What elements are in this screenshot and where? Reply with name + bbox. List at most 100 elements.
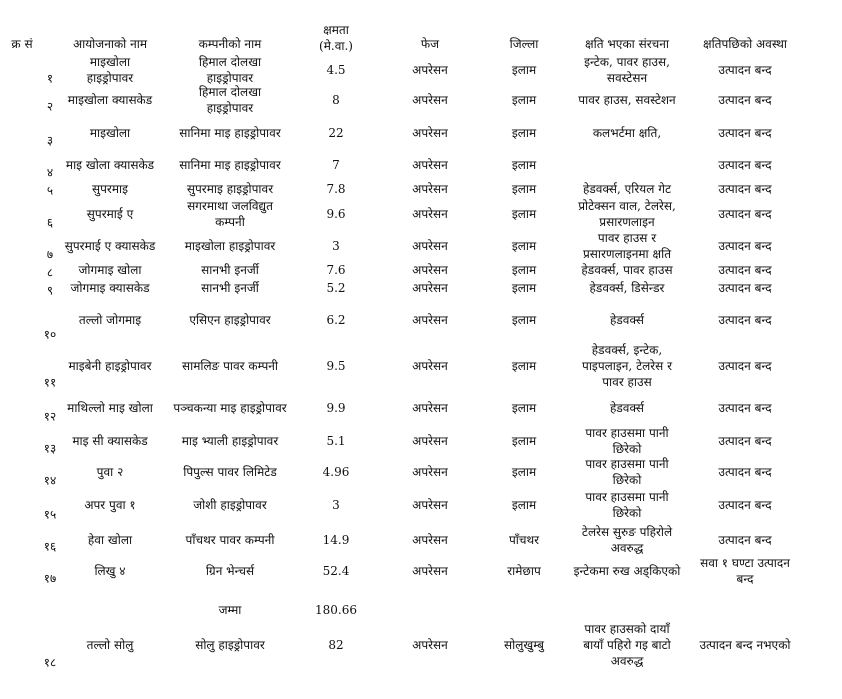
cell-district: रामेछाप (507, 564, 541, 578)
cell-company: सुपरमाइ हाइड्रोपावर (186, 182, 274, 196)
cell-project: माइखोला (89, 126, 131, 140)
cell-capacity: 3 (332, 239, 340, 253)
cell-district: इलाम (511, 93, 537, 107)
cell-district: इलाम (511, 465, 537, 479)
cell-status: उत्पादन बन्द (718, 313, 772, 327)
cell-status: उत्पादन बन्द (718, 401, 772, 415)
cell-company: पञ्चकन्या माइ हाइड्रोपावर (173, 401, 287, 415)
cell-company: माइखोला हाइड्रोपावर (184, 239, 276, 253)
cell-phase: अपरेसन (412, 434, 448, 448)
cell-company: सोलु हाइड्रोपावर (195, 638, 265, 652)
cell-project: पुवा २ (96, 465, 124, 479)
row-serial-number: १० (43, 327, 57, 342)
cell-status: उत्पादन बन्द (718, 207, 772, 221)
cell-capacity: 4.5 (326, 63, 346, 77)
cell-phase: अपरेसन (412, 207, 448, 221)
cell-company: एसिएन हाइड्रोपावर (189, 313, 271, 327)
header-project: आयोजनाको नाम (72, 37, 148, 51)
header-capacity: क्षमता (मे.वा.) (319, 23, 353, 53)
row-serial-number: १८ (43, 655, 57, 670)
row-serial-number: ११ (43, 375, 57, 390)
cell-damage: पावर हाउसमा पानी छिरेको (585, 457, 669, 487)
cell-district: इलाम (511, 359, 537, 373)
cell-district: इलाम (511, 126, 537, 140)
cell-status: उत्पादन बन्द (718, 281, 772, 295)
cell-capacity: 3 (332, 498, 340, 512)
cell-capacity: 82 (328, 638, 344, 652)
cell-project: माथिल्लो माइ खोला (67, 401, 153, 415)
cell-district: पाँचथर (508, 533, 540, 547)
row-serial-number: १६ (43, 539, 57, 554)
row-serial-number: १३ (43, 441, 57, 456)
cell-damage: पावर हाउस, सवस्टेशन (578, 93, 676, 107)
cell-capacity: 7 (332, 158, 340, 172)
cell-damage: पावर हाउसको दायाँ बायाँ पहिरो गइ बाटो अव… (583, 622, 671, 668)
cell-company: पाँचथर पावर कम्पनी (185, 533, 275, 547)
cell-damage: प्रोटेक्सन वाल, टेलरेस, प्रसारणलाइन (578, 199, 676, 229)
cell-damage: इन्टेकमा रुख अड्किएको (573, 564, 681, 578)
cell-project: तल्लो जोगमाइ (78, 313, 142, 327)
cell-project: लिखु ४ (94, 564, 126, 578)
cell-district: सोलुखुम्बु (504, 638, 544, 652)
cell-capacity: 7.8 (326, 182, 346, 196)
cell-status: उत्पादन बन्द नभएको (699, 638, 791, 652)
cell-company: सामलिङ पावर कम्पनी (181, 359, 279, 373)
row-serial-number: ७ (46, 247, 54, 262)
cell-capacity: 22 (328, 126, 344, 140)
cell-phase: अपरेसन (412, 465, 448, 479)
cell-status: उत्पादन बन्द (718, 359, 772, 373)
cell-project: तल्लो सोलु (86, 638, 134, 652)
cell-status: उत्पादन बन्द (718, 434, 772, 448)
cell-capacity: 5.1 (326, 434, 346, 448)
cell-damage: हेडवर्क्स, डिसेन्डर (589, 281, 665, 295)
cell-damage: इन्टेक, पावर हाउस, सवस्टेसन (584, 55, 670, 85)
cell-phase: अपरेसन (412, 564, 448, 578)
cell-phase: अपरेसन (412, 63, 448, 77)
row-serial-number: १५ (43, 507, 57, 522)
cell-phase: अपरेसन (412, 498, 448, 512)
cell-company: हिमाल दोलखा हाइड्रोपावर (198, 55, 262, 85)
cell-capacity: 9.6 (326, 207, 346, 221)
cell-company: माइ भ्याली हाइड्रोपावर (181, 434, 279, 448)
cell-project: सुपरमाई ए क्यासकेड (64, 239, 156, 253)
cell-status: उत्पादन बन्द (718, 126, 772, 140)
cell-company: सानिमा माइ हाइड्रोपावर (179, 158, 281, 172)
cell-status: उत्पादन बन्द (718, 93, 772, 107)
header-phase: फेज (420, 37, 440, 51)
cell-project: हेवा खोला (87, 533, 133, 547)
cell-status: उत्पादन बन्द (718, 263, 772, 277)
cell-company: जम्मा (218, 603, 242, 617)
cell-company: ग्रिन भेन्चर्स (205, 564, 255, 578)
cell-capacity: 9.5 (326, 359, 346, 373)
cell-phase: अपरेसन (412, 313, 448, 327)
cell-company: पिपुल्स पावर लिमिटेड (183, 465, 277, 479)
cell-district: इलाम (511, 63, 537, 77)
cell-status: उत्पादन बन्द (718, 158, 772, 172)
cell-damage: टेलरेस सुरुङ पहिरोले अवरुद्ध (581, 525, 673, 555)
cell-district: इलाम (511, 313, 537, 327)
cell-phase: अपरेसन (412, 263, 448, 277)
cell-capacity: 180.66 (315, 603, 357, 617)
cell-company: सानभी इनर्जी (201, 263, 259, 277)
cell-project: माइ खोला क्यासकेड (65, 158, 155, 172)
row-serial-number: ४ (46, 165, 54, 180)
cell-district: इलाम (511, 263, 537, 277)
cell-status: उत्पादन बन्द (718, 498, 772, 512)
cell-project: माइखोला हाइड्रोपावर (86, 55, 134, 85)
cell-company: जोशी हाइड्रोपावर (193, 498, 267, 512)
cell-phase: अपरेसन (412, 158, 448, 172)
row-serial-number: ८ (46, 265, 54, 280)
cell-capacity: 5.2 (326, 281, 346, 295)
cell-damage: हेडवर्क्स (609, 313, 645, 327)
cell-company: हिमाल दोलखा हाइड्रोपावर (198, 85, 262, 115)
cell-status: सवा १ घण्टा उत्पादन बन्द (700, 556, 790, 586)
cell-damage: हेडवर्क्स (609, 401, 645, 415)
header-company: कम्पनीको नाम (198, 37, 262, 51)
cell-capacity: 8 (332, 93, 340, 107)
header-damage: क्षति भएका संरचना (585, 37, 669, 51)
cell-project: अपर पुवा १ (84, 498, 136, 512)
cell-damage: हेडवर्क्स, पावर हाउस (581, 263, 673, 277)
row-serial-number: २ (46, 99, 54, 114)
cell-company: सानिमा माइ हाइड्रोपावर (179, 126, 281, 140)
cell-company: सानभी इनर्जी (201, 281, 259, 295)
